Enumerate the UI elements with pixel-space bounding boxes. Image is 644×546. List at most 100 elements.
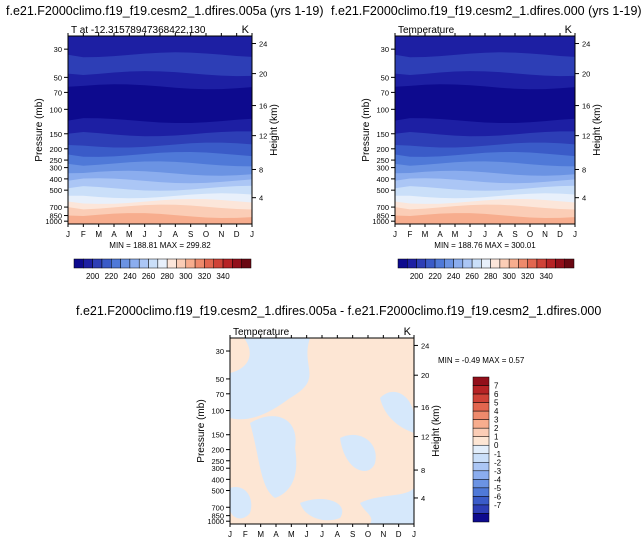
panel3-ytick-right-label: 16: [421, 403, 429, 412]
panel3-ytick-label: 850: [211, 512, 224, 521]
colorbar2-swatch: [518, 258, 528, 269]
panel3-xtick-label: O: [365, 530, 371, 539]
panel1-xtick-label: F: [81, 230, 86, 239]
panel3-ytick-label: 400: [211, 475, 224, 484]
colorbar3-swatch: [472, 376, 490, 386]
colorbar2-swatch: [434, 258, 445, 269]
colorbar1-label: 200: [86, 272, 100, 281]
colorbar1-label: 280: [160, 272, 174, 281]
colorbar3-label: 2: [494, 424, 499, 433]
panel1-ytick-label: 50: [54, 73, 62, 82]
panel2-subtitle-right: K: [565, 24, 573, 36]
colorbar1-swatch: [83, 258, 93, 269]
panel3-stats: MIN = -0.49 MAX = 0.57: [438, 356, 525, 365]
panel3-ylabel: Pressure (mb): [196, 399, 207, 462]
panel1-ytick-label: 70: [54, 88, 62, 97]
panel2-band: [395, 213, 575, 224]
panel1-xtick-label: J: [143, 230, 147, 239]
colorbar3-label: 0: [494, 441, 499, 450]
panel2-xtick-label: F: [408, 230, 413, 239]
panel1-xtick-label: N: [218, 230, 224, 239]
panel2-ytick-right-label: 24: [582, 40, 590, 49]
colorbar2-swatch: [545, 258, 556, 269]
panel1-ytick-right-label: 24: [259, 40, 267, 49]
panel1-ytick-label: 1000: [45, 217, 62, 226]
colorbar1-label: 340: [216, 272, 230, 281]
panel3-xtick-label: N: [380, 530, 386, 539]
panel1-xtick-label: D: [234, 230, 240, 239]
colorbar2-swatch: [453, 258, 464, 269]
panel3-ytick-label: 250: [211, 457, 224, 466]
colorbar3-label: 6: [494, 390, 499, 399]
panel3-ytick-right-label: 12: [421, 433, 429, 442]
panel2-xtick-label: J: [468, 230, 472, 239]
panel2-ytick-label: 400: [376, 175, 389, 184]
panel2-subtitle-left: Temperature: [398, 25, 455, 36]
panel1-ytick-label: 700: [49, 203, 62, 212]
panel3-xtick-label: M: [257, 530, 264, 539]
panel3-ytick-label: 50: [216, 375, 224, 384]
colorbar3-swatch: [472, 419, 490, 429]
panel3-ytick-label: 700: [211, 503, 224, 512]
panel2-ytick-label: 500: [376, 186, 389, 195]
colorbar1-swatch: [101, 258, 112, 269]
colorbar1-swatch: [204, 258, 214, 269]
panel3-ytick-label: 100: [211, 407, 224, 416]
panel3-xtick-label: D: [396, 530, 402, 539]
panel2-xtick-label: M: [452, 230, 459, 239]
panel2-ytick-right-label: 16: [582, 102, 590, 111]
colorbar1-swatch: [92, 258, 103, 269]
colorbar1-swatch: [73, 258, 84, 269]
panel2-ytick-label: 200: [376, 145, 389, 154]
panel3-negative-region: [230, 487, 252, 519]
panel1-xtick-label: A: [173, 230, 179, 239]
colorbar3-swatch: [472, 479, 490, 489]
panel1-ytick-right-label: 16: [259, 102, 267, 111]
colorbar3-swatch: [472, 453, 490, 463]
colorbar3-swatch: [472, 393, 490, 403]
colorbar2-label: 340: [540, 272, 554, 281]
colorbar2-swatch: [462, 258, 473, 269]
panel2-ytick-label: 300: [376, 164, 389, 173]
panel2-xtick-label: J: [393, 230, 397, 239]
colorbar2-swatch: [471, 258, 482, 269]
panel2-xtick-label: A: [497, 230, 503, 239]
panel2-ytick-label: 1000: [372, 217, 389, 226]
panel3-ytick-label: 70: [216, 390, 224, 399]
colorbar1-swatch: [129, 258, 140, 269]
panel1-ytick-label: 250: [49, 156, 62, 165]
panel3-negative-region: [300, 498, 343, 521]
colorbar1-swatch: [241, 258, 252, 269]
colorbar3-swatch: [472, 496, 490, 506]
colorbar2-label: 240: [447, 272, 461, 281]
panel1-ytick-right-label: 12: [259, 132, 267, 141]
panel1-xtick-label: M: [95, 230, 102, 239]
panel2-xtick-label: N: [542, 230, 548, 239]
colorbar3-label: -1: [494, 450, 502, 459]
colorbar2-swatch: [481, 258, 491, 269]
panel3-ytick-label: 200: [211, 446, 224, 455]
panel2-xtick-label: D: [557, 230, 563, 239]
panel3-xtick-label: F: [243, 530, 248, 539]
colorbar1-swatch: [194, 258, 205, 269]
panel3-ytick-right-label: 4: [421, 494, 425, 503]
colorbar1-swatch: [232, 258, 242, 269]
colorbar3-swatch: [472, 462, 490, 472]
colorbar2-label: 220: [428, 272, 442, 281]
panel1-stats: MIN = 188.81 MAX = 299.82: [109, 241, 211, 250]
colorbar1-swatch: [185, 258, 196, 269]
panel2-ytick-label: 250: [376, 156, 389, 165]
panel3-title: f.e21.F2000climo.f19_f19.cesm2_1.dfires.…: [76, 304, 602, 318]
panel2-ytick-label: 100: [376, 105, 389, 114]
panel2-ytick-right-label: 20: [582, 70, 590, 79]
colorbar2-swatch: [425, 258, 436, 269]
panel3-negative-region: [380, 391, 414, 433]
panel3-xtick-label: J: [228, 530, 232, 539]
panel1-ytick-right-label: 4: [259, 194, 263, 203]
colorbar3-swatch: [472, 427, 490, 437]
panel1-subtitle-right: K: [242, 24, 250, 36]
panel3-ytick-label: 300: [211, 464, 224, 473]
panel2-xtick-label: J: [483, 230, 487, 239]
panel1-ytick-right-label: 20: [259, 70, 267, 79]
panel3-ytick-label: 500: [211, 487, 224, 496]
